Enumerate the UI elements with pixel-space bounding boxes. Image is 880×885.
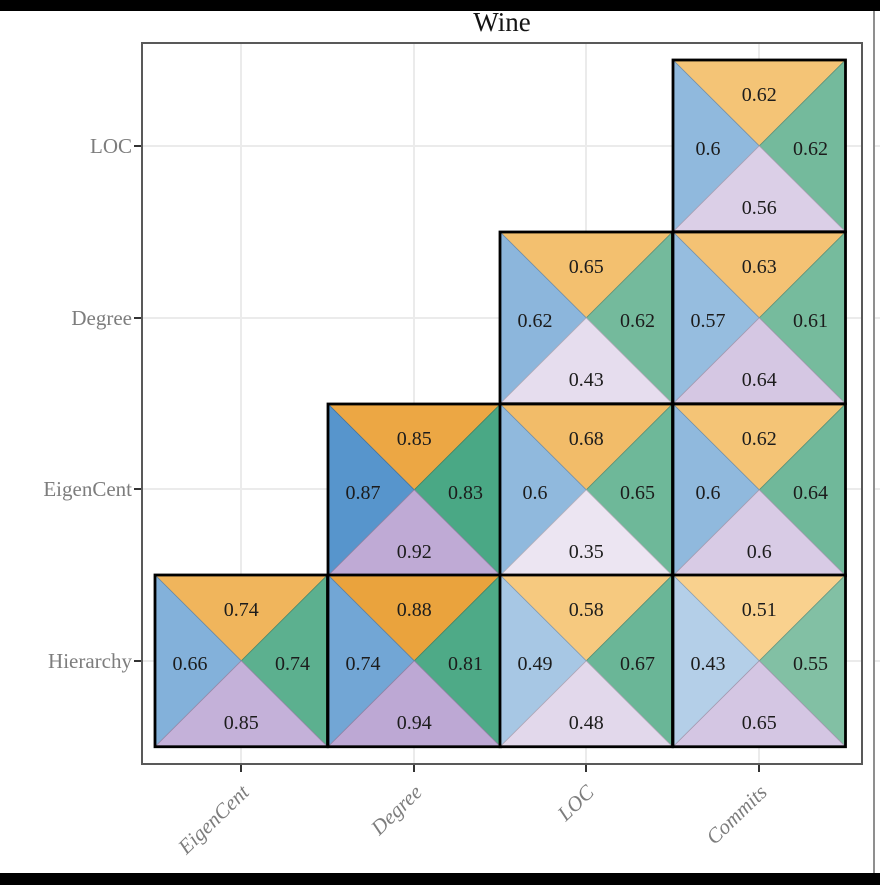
cell-value-bottom: 0.6 [746, 541, 771, 563]
y-axis-tick [134, 316, 141, 319]
cell-value-left: 0.49 [518, 653, 553, 675]
gridline-stub [875, 316, 880, 319]
gridline-horizontal [143, 144, 861, 147]
x-axis-tick [585, 765, 588, 772]
y-axis-tick [134, 488, 141, 491]
right-pane-divider [873, 11, 875, 873]
gridline-vertical [240, 44, 243, 763]
cell-value-top: 0.58 [569, 599, 604, 621]
cell-value-left: 0.43 [690, 653, 725, 675]
cell-value-bottom: 0.56 [741, 197, 776, 219]
x-axis-label-eigencent: EigenCent [173, 780, 254, 859]
cell-value-top: 0.68 [569, 428, 604, 450]
cell-value-right: 0.62 [793, 138, 828, 160]
gridline-stub [875, 144, 880, 147]
cell-eigencent-commits: 0.62 0.6 0.64 0.6 [671, 402, 847, 577]
cell-value-left: 0.6 [695, 138, 720, 160]
cell-border [671, 573, 847, 749]
cell-value-right: 0.64 [793, 482, 828, 504]
x-axis-label-degree: Degree [365, 780, 427, 840]
gridline-stub [875, 660, 880, 663]
x-axis-label-commits: Commits [701, 780, 772, 850]
cell-value-bottom: 0.43 [569, 369, 604, 391]
x-axis-label-loc: LOC [552, 780, 599, 826]
cell-eigencent-loc: 0.68 0.6 0.65 0.35 [498, 402, 674, 577]
x-axis-tick [412, 765, 415, 772]
cell-value-bottom: 0.64 [741, 369, 776, 391]
cell-value-left: 0.6 [523, 482, 548, 504]
cell-value-right: 0.67 [620, 653, 655, 675]
cell-value-right: 0.62 [620, 310, 655, 332]
cell-value-bottom: 0.94 [396, 712, 431, 734]
cell-value-right: 0.74 [275, 653, 310, 675]
cell-value-bottom: 0.65 [741, 712, 776, 734]
cell-value-top: 0.65 [569, 256, 604, 278]
cell-value-left: 0.74 [345, 653, 380, 675]
cell-value-right: 0.61 [793, 310, 828, 332]
cell-value-bottom: 0.85 [224, 712, 259, 734]
cell-value-right: 0.65 [620, 482, 655, 504]
cell-value-right: 0.81 [448, 653, 483, 675]
cell-value-right: 0.55 [793, 653, 828, 675]
y-axis-label-eigencent: EigenCent [43, 477, 132, 502]
cell-value-top: 0.85 [396, 428, 431, 450]
cell-value-top: 0.51 [741, 599, 776, 621]
cell-hierarchy-commits: 0.51 0.43 0.55 0.65 [671, 573, 847, 749]
cell-value-top: 0.62 [741, 428, 776, 450]
cell-degree-loc: 0.65 0.62 0.62 0.43 [498, 230, 674, 405]
cell-loc-commits: 0.62 0.6 0.62 0.56 [671, 58, 847, 234]
cell-value-left: 0.87 [345, 482, 380, 504]
cell-value-top: 0.63 [741, 256, 776, 278]
cell-eigencent-degree: 0.85 0.87 0.83 0.92 [326, 402, 502, 577]
y-axis-label-loc: LOC [90, 133, 132, 158]
top-black-bar [0, 0, 880, 11]
cell-value-left: 0.6 [695, 482, 720, 504]
chart-title: Wine [473, 7, 531, 37]
cell-value-left: 0.62 [518, 310, 553, 332]
x-axis-tick [757, 765, 760, 772]
x-axis-tick [240, 765, 243, 772]
y-axis-tick [134, 660, 141, 663]
cell-value-bottom: 0.48 [569, 712, 604, 734]
bottom-black-bar [0, 873, 880, 885]
cell-hierarchy-loc: 0.58 0.49 0.67 0.48 [498, 573, 674, 749]
cell-value-bottom: 0.35 [569, 541, 604, 563]
cell-hierarchy-eigencent: 0.74 0.66 0.74 0.85 [153, 573, 329, 749]
y-axis-label-hierarchy: Hierarchy [48, 649, 132, 674]
cell-value-top: 0.62 [741, 84, 776, 106]
cell-value-top: 0.88 [396, 599, 431, 621]
cell-hierarchy-degree: 0.88 0.74 0.81 0.94 [326, 573, 502, 749]
gridline-stub [875, 488, 880, 491]
y-axis-label-degree: Degree [71, 305, 132, 330]
cell-value-left: 0.66 [173, 653, 208, 675]
cell-value-top: 0.74 [224, 599, 259, 621]
y-axis-tick [134, 144, 141, 147]
cell-value-bottom: 0.92 [396, 541, 431, 563]
cell-degree-commits: 0.63 0.57 0.61 0.64 [671, 230, 847, 405]
cell-value-right: 0.83 [448, 482, 483, 504]
cell-value-left: 0.57 [690, 310, 725, 332]
